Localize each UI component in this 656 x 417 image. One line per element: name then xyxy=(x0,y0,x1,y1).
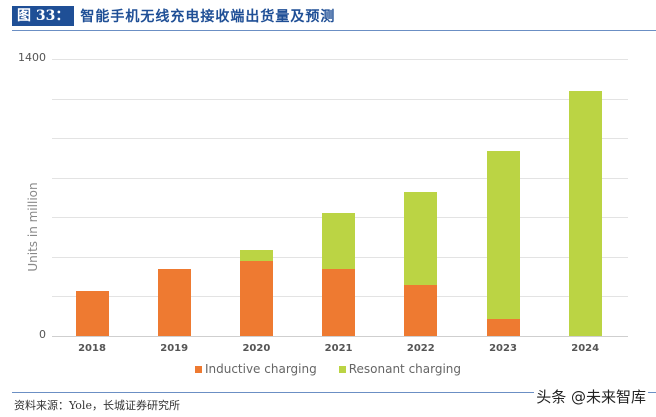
footer-divider xyxy=(12,392,656,393)
figure-title: 智能手机无线充电接收端出货量及预测 xyxy=(80,9,336,25)
bar-segment-inductive xyxy=(239,261,273,336)
gridline xyxy=(52,177,628,179)
source-note: 资料来源：Yole，长城证券研究所 xyxy=(14,399,180,412)
bar-segment-inductive xyxy=(157,269,191,336)
bar-2018 xyxy=(75,291,109,336)
x-tick-label: 2019 xyxy=(160,343,189,354)
bar-segment-inductive xyxy=(75,291,109,336)
bar-segment-resonant xyxy=(486,151,520,320)
legend-label: Resonant charging xyxy=(348,362,462,376)
bar-segment-resonant xyxy=(568,91,602,336)
figure-title-bar: 图 33： 智能手机无线充电接收端出货量及预测 xyxy=(12,6,335,26)
figure-label: 图 33： xyxy=(12,6,75,26)
legend-item-resonant: Resonant charging xyxy=(338,362,462,376)
gridline xyxy=(52,59,628,60)
title-divider xyxy=(12,30,656,31)
bar-2022 xyxy=(404,192,438,336)
bar-segment-resonant xyxy=(239,250,273,261)
bar-segment-inductive xyxy=(322,269,356,336)
x-tick-label: 2024 xyxy=(571,343,600,354)
bar-segment-inductive xyxy=(486,319,520,336)
legend-item-inductive: Inductive charging xyxy=(194,362,317,376)
bar-2023 xyxy=(486,151,520,336)
bar-segment-inductive xyxy=(404,285,438,336)
bar-2020 xyxy=(239,250,273,336)
x-tick-label: 2023 xyxy=(489,343,517,354)
y-tick-label: 0 xyxy=(39,328,46,341)
bar-segment-resonant xyxy=(322,212,356,270)
bar-2021 xyxy=(322,212,356,336)
legend-swatch-inductive xyxy=(194,365,202,373)
x-tick-label: 2021 xyxy=(324,343,353,354)
x-tick-label: 2018 xyxy=(78,343,106,354)
bar-2019 xyxy=(157,269,191,336)
legend-swatch-resonant xyxy=(338,365,346,373)
y-axis-label: Units in million xyxy=(26,182,40,272)
stacked-bar-chart: Units in million 0 1400 2018 2019 2020 2021 20… xyxy=(0,40,656,380)
gridline xyxy=(52,98,628,100)
gridline xyxy=(52,138,628,140)
y-tick-label: 1400 xyxy=(18,51,46,64)
x-axis-line xyxy=(52,336,628,337)
x-tick-label: 2020 xyxy=(242,343,271,354)
chart-legend: Inductive charging Resonant charging xyxy=(0,362,656,376)
bar-2024 xyxy=(568,91,602,336)
x-tick-label: 2022 xyxy=(406,343,435,354)
watermark: 头条 @未来智库 xyxy=(534,386,648,407)
legend-label: Inductive charging xyxy=(204,362,317,376)
bar-segment-resonant xyxy=(404,192,438,286)
